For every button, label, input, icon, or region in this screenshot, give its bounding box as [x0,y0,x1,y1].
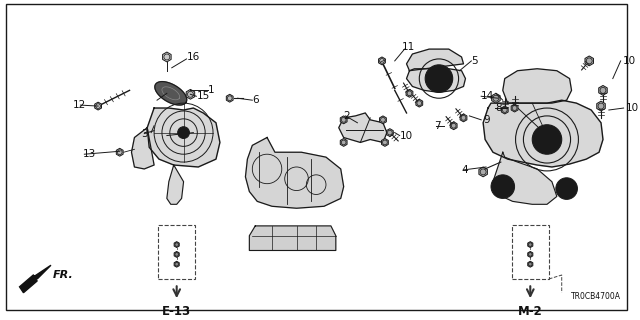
Polygon shape [479,167,488,177]
Polygon shape [380,116,387,124]
Polygon shape [599,85,607,95]
Circle shape [556,178,577,199]
Bar [511,225,549,279]
Polygon shape [451,122,457,130]
Text: TR0CB4700A: TR0CB4700A [571,292,621,300]
Polygon shape [379,57,385,65]
Polygon shape [406,89,413,97]
Text: 8: 8 [495,103,502,113]
Text: 16: 16 [186,52,200,62]
Text: 4: 4 [461,165,468,175]
Text: 9: 9 [483,115,490,125]
Circle shape [497,181,509,193]
Text: FR.: FR. [53,270,74,280]
Text: 10: 10 [399,131,413,140]
Text: 12: 12 [72,100,86,110]
Polygon shape [167,165,184,204]
Polygon shape [227,94,233,102]
Polygon shape [147,108,220,167]
Text: 11: 11 [402,42,415,52]
Polygon shape [20,265,51,293]
Text: 1: 1 [208,85,215,95]
Polygon shape [340,139,347,146]
Polygon shape [528,261,533,267]
Text: 10: 10 [625,103,639,113]
Text: 2: 2 [344,111,350,121]
Polygon shape [585,56,593,66]
Polygon shape [501,106,508,114]
Polygon shape [155,82,187,105]
Polygon shape [416,99,422,107]
Polygon shape [340,116,347,124]
Text: 6: 6 [252,95,259,105]
Polygon shape [406,49,463,71]
Polygon shape [381,139,388,146]
Circle shape [541,133,553,145]
Circle shape [491,175,515,198]
Polygon shape [493,152,557,204]
Polygon shape [174,242,179,248]
Polygon shape [95,102,102,110]
Text: 13: 13 [83,149,95,159]
Circle shape [433,73,445,84]
Text: M-2: M-2 [518,305,543,318]
Polygon shape [163,52,171,62]
Text: 15: 15 [196,91,209,101]
Text: E-13: E-13 [162,305,191,318]
Polygon shape [503,69,572,103]
Text: 3: 3 [141,129,148,139]
Bar [158,225,195,279]
Text: 10: 10 [623,56,636,66]
Polygon shape [131,128,154,169]
Polygon shape [511,104,518,112]
Polygon shape [116,148,123,156]
Polygon shape [186,89,195,99]
Polygon shape [174,261,179,267]
Polygon shape [406,69,465,92]
Circle shape [178,127,189,139]
Polygon shape [528,242,533,248]
Polygon shape [387,129,393,137]
Polygon shape [174,252,179,257]
Polygon shape [596,101,605,111]
Polygon shape [528,252,533,257]
Polygon shape [483,100,603,167]
Text: 14: 14 [481,91,495,101]
Polygon shape [250,226,336,251]
Polygon shape [492,93,500,103]
Circle shape [532,125,562,154]
Circle shape [425,65,452,92]
Text: 7: 7 [434,121,441,131]
Polygon shape [460,114,467,122]
Polygon shape [246,138,344,208]
Polygon shape [339,113,387,142]
Text: 5: 5 [471,56,478,66]
